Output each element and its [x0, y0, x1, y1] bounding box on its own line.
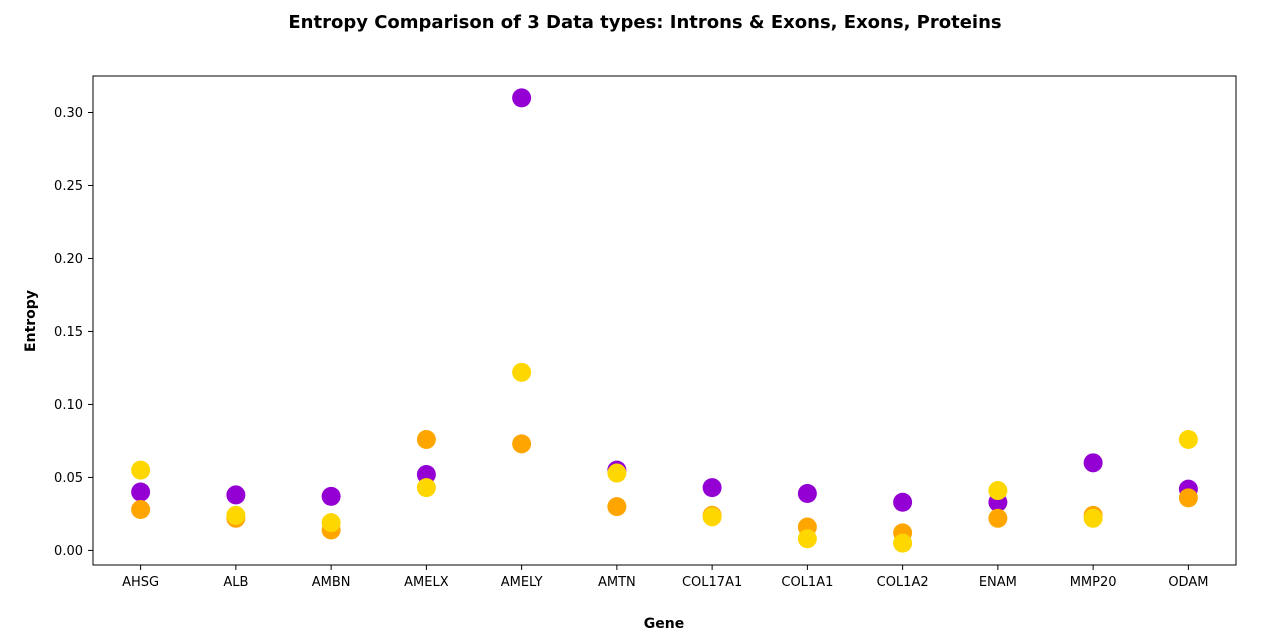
- data-point: [416, 478, 436, 498]
- x-tick-label: MMP20: [1070, 575, 1117, 590]
- data-point: [512, 88, 532, 108]
- plot-area-frame: [92, 75, 1237, 566]
- x-tick-label: COL17A1: [682, 575, 742, 590]
- x-tick-label: ALB: [223, 575, 248, 590]
- x-tick-label: ODAM: [1168, 575, 1208, 590]
- data-point: [797, 529, 817, 549]
- data-point: [416, 464, 436, 484]
- y-axis-label: Entropy: [23, 290, 39, 352]
- y-tick-label: 0.00: [54, 544, 83, 559]
- data-point: [1083, 453, 1103, 473]
- data-point: [512, 362, 532, 382]
- data-point: [988, 508, 1008, 528]
- data-point: [607, 497, 627, 517]
- x-tick-label: AMBN: [312, 575, 351, 590]
- y-tick-label: 0.15: [54, 325, 83, 340]
- data-point: [1083, 508, 1103, 528]
- y-tick-label: 0.30: [54, 106, 83, 121]
- data-point: [321, 486, 341, 506]
- data-points: [131, 88, 1198, 553]
- data-point: [893, 492, 913, 512]
- x-tick-label: AMTN: [598, 575, 636, 590]
- data-point: [607, 463, 627, 483]
- data-point: [1178, 488, 1198, 508]
- x-tick-label: AMELY: [501, 575, 543, 590]
- data-point: [131, 482, 151, 502]
- data-point: [226, 485, 246, 505]
- y-tick-label: 0.20: [54, 252, 83, 267]
- data-point: [512, 434, 532, 454]
- data-point: [893, 533, 913, 553]
- y-tick-label: 0.10: [54, 398, 83, 413]
- data-point: [702, 478, 722, 498]
- x-tick-label: AMELX: [404, 575, 449, 590]
- x-tick-label: AHSG: [122, 575, 159, 590]
- data-point: [321, 513, 341, 533]
- data-point: [1178, 429, 1198, 449]
- data-point: [131, 500, 151, 520]
- data-point: [988, 481, 1008, 501]
- x-axis: AHSG ALB AMBN AMELX AMELY AMTN COL17A1 COL1A1 CO…: [122, 565, 1208, 590]
- series-2: [131, 429, 1198, 543]
- chart-title: Entropy Comparison of 3 Data types: Intr…: [288, 12, 1001, 33]
- data-point: [797, 483, 817, 503]
- data-point: [226, 505, 246, 525]
- series-3: [131, 362, 1198, 553]
- x-tick-label: ENAM: [979, 575, 1017, 590]
- y-tick-label: 0.25: [54, 179, 83, 194]
- x-tick-label: COL1A2: [877, 575, 929, 590]
- series-1: [131, 88, 1198, 512]
- data-point: [131, 460, 151, 480]
- y-axis: 0.00 0.05 0.10 0.15 0.20 0.25 0.30: [54, 106, 93, 559]
- y-tick-label: 0.05: [54, 471, 83, 486]
- data-point: [416, 429, 436, 449]
- x-tick-label: COL1A1: [781, 575, 833, 590]
- x-axis-label: Gene: [644, 616, 684, 632]
- data-point: [702, 507, 722, 527]
